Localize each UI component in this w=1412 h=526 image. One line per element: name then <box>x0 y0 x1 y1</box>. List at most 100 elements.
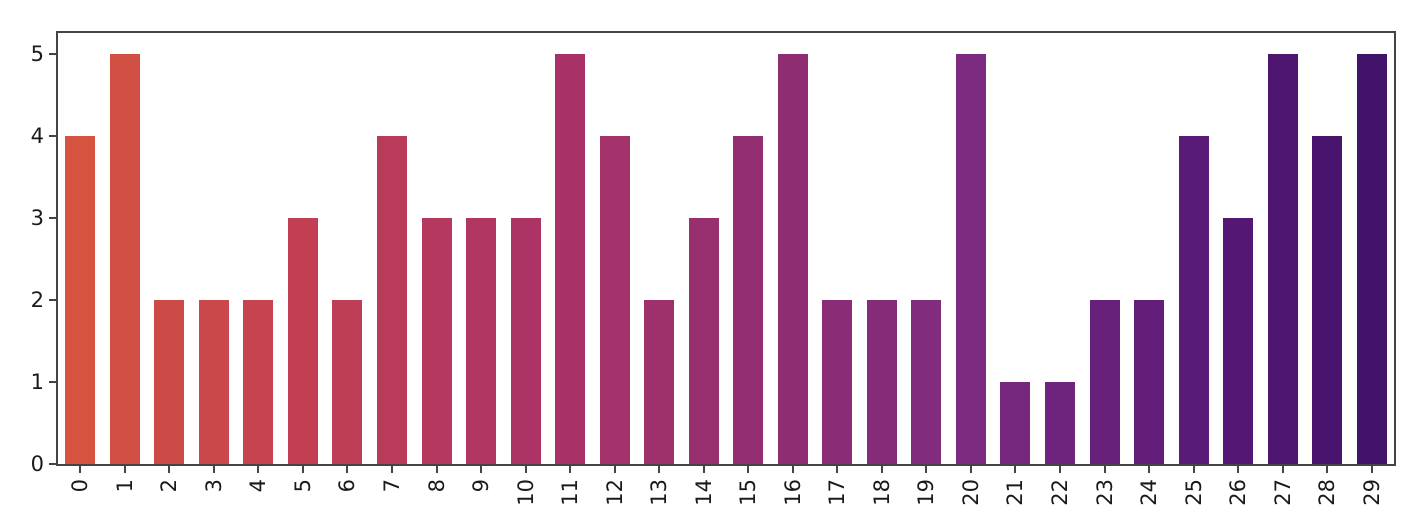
y-tick-label-0: 0 <box>30 452 44 476</box>
x-tick-mark-0 <box>79 464 82 473</box>
x-tick-mark-12 <box>613 464 616 473</box>
bar-19 <box>911 299 942 464</box>
x-tick-label-16: 16 <box>780 479 805 506</box>
x-tick-label-3: 3 <box>201 479 226 493</box>
x-tick-label-9: 9 <box>469 479 494 493</box>
bar-10 <box>510 217 541 464</box>
bar-13 <box>644 299 675 464</box>
x-tick-mark-14 <box>702 464 705 473</box>
x-tick-label-18: 18 <box>869 479 894 506</box>
x-tick-mark-13 <box>658 464 661 473</box>
y-tick-label-4: 4 <box>30 123 44 148</box>
x-tick-label-2: 2 <box>157 479 182 493</box>
x-tick-label-23: 23 <box>1092 479 1117 506</box>
x-tick-label-8: 8 <box>424 479 449 493</box>
x-tick-label-1: 1 <box>112 479 137 493</box>
bar-18 <box>866 299 897 464</box>
x-tick-mark-21 <box>1014 464 1017 473</box>
x-tick-mark-5 <box>301 464 304 473</box>
bar-4 <box>243 299 274 464</box>
bar-6 <box>332 299 363 464</box>
x-tick-label-0: 0 <box>68 479 93 493</box>
x-tick-label-4: 4 <box>246 479 271 493</box>
x-tick-mark-3 <box>212 464 215 473</box>
x-tick-mark-9 <box>480 464 483 473</box>
bar-11 <box>555 53 586 464</box>
bar-17 <box>822 299 853 464</box>
x-tick-label-6: 6 <box>335 479 360 493</box>
x-tick-mark-10 <box>524 464 527 473</box>
x-tick-mark-28 <box>1326 464 1329 473</box>
y-tick-mark-5 <box>49 52 56 55</box>
y-tick-label-5: 5 <box>30 41 44 66</box>
bar-28 <box>1312 135 1343 464</box>
y-tick-mark-2 <box>49 298 56 301</box>
bar-27 <box>1267 53 1298 464</box>
y-tick-label-3: 3 <box>30 205 44 230</box>
x-tick-label-24: 24 <box>1137 479 1162 506</box>
x-tick-label-28: 28 <box>1315 479 1340 506</box>
x-tick-mark-25 <box>1192 464 1195 473</box>
x-tick-label-29: 29 <box>1359 479 1384 506</box>
bar-1 <box>109 53 140 464</box>
y-tick-label-1: 1 <box>30 369 44 394</box>
bar-21 <box>1000 381 1031 464</box>
x-tick-mark-16 <box>791 464 794 473</box>
bar-20 <box>955 53 986 464</box>
bars-container <box>58 33 1394 464</box>
x-tick-label-20: 20 <box>958 479 983 506</box>
x-tick-label-25: 25 <box>1181 479 1206 506</box>
bar-26 <box>1223 217 1254 464</box>
bar-5 <box>287 217 318 464</box>
bar-22 <box>1044 381 1076 464</box>
x-tick-label-19: 19 <box>914 479 939 506</box>
bar-24 <box>1134 299 1165 464</box>
x-tick-mark-15 <box>747 464 750 473</box>
x-tick-mark-22 <box>1059 464 1061 473</box>
y-tick-mark-1 <box>49 380 56 383</box>
x-tick-mark-11 <box>569 464 572 473</box>
x-tick-mark-29 <box>1370 464 1373 473</box>
x-tick-label-11: 11 <box>558 479 583 506</box>
y-tick-mark-3 <box>49 216 56 219</box>
y-tick-label-2: 2 <box>30 287 44 312</box>
x-tick-mark-18 <box>880 464 883 473</box>
bar-12 <box>599 135 630 464</box>
x-tick-label-14: 14 <box>691 479 716 506</box>
x-tick-label-5: 5 <box>290 479 315 493</box>
bar-23 <box>1089 299 1120 464</box>
x-tick-mark-1 <box>123 464 126 473</box>
x-tick-mark-24 <box>1148 464 1151 473</box>
x-tick-mark-8 <box>435 464 438 473</box>
x-tick-label-13: 13 <box>647 479 672 506</box>
bar-3 <box>198 299 229 464</box>
x-tick-mark-23 <box>1103 464 1106 473</box>
x-tick-label-26: 26 <box>1226 479 1251 506</box>
bar-0 <box>65 135 96 464</box>
bar-15 <box>733 135 764 464</box>
x-tick-label-12: 12 <box>602 479 627 506</box>
x-tick-label-7: 7 <box>380 479 404 493</box>
x-tick-label-21: 21 <box>1003 479 1028 506</box>
bar-7 <box>376 135 408 464</box>
x-tick-label-27: 27 <box>1270 479 1295 506</box>
bar-2 <box>154 299 185 464</box>
bar-25 <box>1178 135 1209 464</box>
y-tick-mark-0 <box>49 463 56 465</box>
x-tick-label-15: 15 <box>736 479 761 506</box>
x-tick-mark-26 <box>1237 464 1240 473</box>
x-tick-mark-7 <box>391 464 393 473</box>
bar-29 <box>1356 53 1387 464</box>
x-tick-mark-17 <box>836 464 839 473</box>
x-tick-mark-2 <box>168 464 171 473</box>
x-tick-mark-4 <box>257 464 260 473</box>
y-tick-mark-4 <box>49 134 56 137</box>
bar-8 <box>421 217 452 464</box>
x-tick-mark-20 <box>969 464 972 473</box>
x-tick-label-10: 10 <box>513 479 538 506</box>
x-tick-label-17: 17 <box>825 479 850 506</box>
bar-16 <box>777 53 808 464</box>
bar-14 <box>688 217 719 464</box>
x-tick-mark-19 <box>925 464 928 473</box>
